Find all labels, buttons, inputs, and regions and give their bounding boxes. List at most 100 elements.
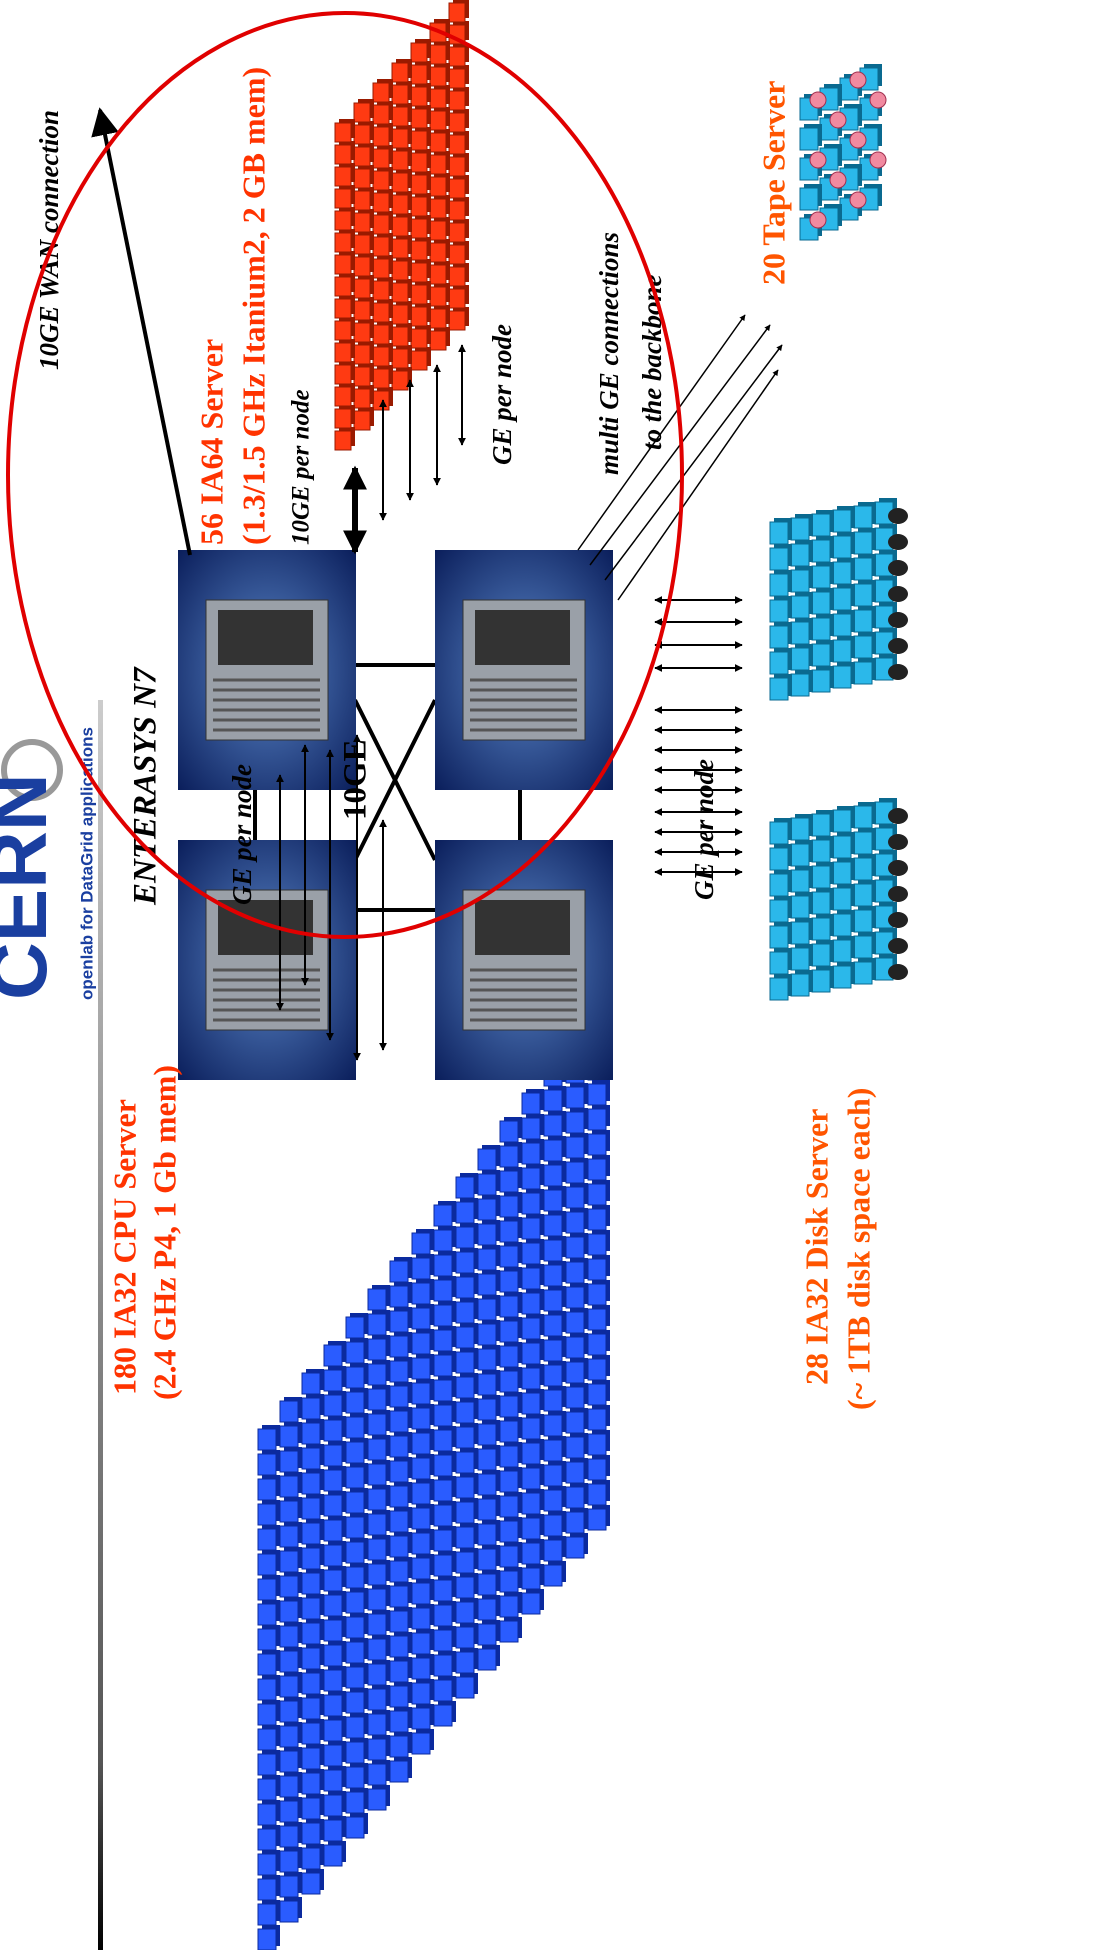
cpu-node bbox=[258, 1504, 276, 1525]
cpu-node bbox=[324, 1470, 342, 1491]
cpu-node bbox=[588, 1334, 606, 1355]
disk-drive bbox=[888, 612, 908, 628]
cpu-node bbox=[566, 1137, 584, 1158]
cpu-node bbox=[434, 1705, 452, 1726]
disk-node bbox=[791, 870, 809, 892]
ia64-node bbox=[430, 155, 446, 174]
backbone-link bbox=[605, 345, 782, 580]
disk-drive bbox=[888, 808, 908, 824]
cpu-node bbox=[324, 1720, 342, 1741]
cpu-node bbox=[324, 1645, 342, 1666]
cpu-node bbox=[566, 1237, 584, 1258]
disk-node bbox=[770, 874, 788, 896]
cpu-node bbox=[412, 1558, 430, 1579]
cpu-node bbox=[588, 1434, 606, 1455]
cpu-node bbox=[302, 1623, 320, 1644]
ia64-node bbox=[335, 255, 351, 274]
cpu-node bbox=[302, 1423, 320, 1444]
ia64-node bbox=[354, 389, 370, 408]
switch-name: ENTERASYS N7 bbox=[128, 666, 164, 906]
cpu-node bbox=[478, 1599, 496, 1620]
cpu-node bbox=[566, 1212, 584, 1233]
cpu-node bbox=[390, 1261, 408, 1282]
tape-node bbox=[800, 188, 818, 210]
cpu-node bbox=[478, 1474, 496, 1495]
ia64-node bbox=[449, 201, 465, 220]
disk-link: GE per node bbox=[689, 759, 719, 900]
cpu-node bbox=[456, 1677, 474, 1698]
tape-reel bbox=[870, 152, 886, 168]
cpu-node bbox=[346, 1342, 364, 1363]
ia64-node bbox=[335, 387, 351, 406]
cpu-node bbox=[412, 1608, 430, 1629]
disk-node bbox=[812, 918, 830, 940]
cpu-node bbox=[500, 1121, 518, 1142]
cpu-node bbox=[566, 1487, 584, 1508]
disk-node bbox=[812, 540, 830, 562]
ia64-title: 56 IA64 Server bbox=[193, 339, 229, 545]
ia64-node bbox=[392, 173, 408, 192]
logo-tagline: openlab for DataGrid applications bbox=[77, 727, 96, 1000]
disk-node bbox=[770, 600, 788, 622]
cpu-node bbox=[500, 1546, 518, 1567]
cpu-node bbox=[478, 1224, 496, 1245]
tape-reel bbox=[850, 192, 866, 208]
ia64-node bbox=[373, 193, 389, 212]
disk-node bbox=[854, 832, 872, 854]
ia64-node bbox=[373, 237, 389, 256]
cpu-node bbox=[258, 1854, 276, 1875]
ia64-node bbox=[373, 259, 389, 278]
cpu-node bbox=[368, 1464, 386, 1485]
cpu-node bbox=[522, 1193, 540, 1214]
cpu-node bbox=[544, 1090, 562, 1111]
cpu-node bbox=[500, 1421, 518, 1442]
backbone-line1: multi GE connections bbox=[594, 232, 624, 475]
cpu-node bbox=[478, 1649, 496, 1670]
cpu-node bbox=[522, 1218, 540, 1239]
cpu-node bbox=[280, 1826, 298, 1847]
ia64-node bbox=[430, 331, 446, 350]
ia64-node bbox=[392, 129, 408, 148]
cpu-node bbox=[456, 1352, 474, 1373]
ia64-node bbox=[392, 349, 408, 368]
cpu-node bbox=[412, 1233, 430, 1254]
ia64-node bbox=[392, 195, 408, 214]
cpu-node bbox=[566, 1412, 584, 1433]
cpu-node bbox=[500, 1446, 518, 1467]
tape-reel bbox=[870, 92, 886, 108]
disk-node bbox=[854, 584, 872, 606]
cpu-node bbox=[434, 1355, 452, 1376]
ia64-node bbox=[335, 211, 351, 230]
ia64-node bbox=[335, 343, 351, 362]
cpu-node bbox=[434, 1655, 452, 1676]
cpu-node bbox=[500, 1271, 518, 1292]
cpu-node bbox=[346, 1667, 364, 1688]
ia64-node bbox=[430, 67, 446, 86]
disk-node bbox=[812, 866, 830, 888]
cpu-node bbox=[566, 1387, 584, 1408]
cpu-node bbox=[280, 1851, 298, 1872]
ia64-node bbox=[335, 233, 351, 252]
cpu-node bbox=[258, 1429, 276, 1450]
cpu-node bbox=[522, 1493, 540, 1514]
disk-node bbox=[791, 596, 809, 618]
cpu-node bbox=[346, 1767, 364, 1788]
cpu-node bbox=[456, 1402, 474, 1423]
cpu-node bbox=[456, 1302, 474, 1323]
ia64-node bbox=[411, 87, 427, 106]
ia64-node bbox=[354, 279, 370, 298]
cpu-node bbox=[456, 1577, 474, 1598]
cpu-node bbox=[258, 1629, 276, 1650]
ia64-node bbox=[373, 83, 389, 102]
cpu-node bbox=[258, 1829, 276, 1850]
cpu-node bbox=[566, 1362, 584, 1383]
disk-node bbox=[854, 910, 872, 932]
cpu-node bbox=[390, 1611, 408, 1632]
cpu-node bbox=[346, 1317, 364, 1338]
cpu-node bbox=[588, 1509, 606, 1530]
disk-drive bbox=[888, 664, 908, 680]
cpu-node bbox=[368, 1339, 386, 1360]
ia64-node bbox=[354, 213, 370, 232]
cpu-node bbox=[324, 1445, 342, 1466]
cpu-node bbox=[522, 1393, 540, 1414]
